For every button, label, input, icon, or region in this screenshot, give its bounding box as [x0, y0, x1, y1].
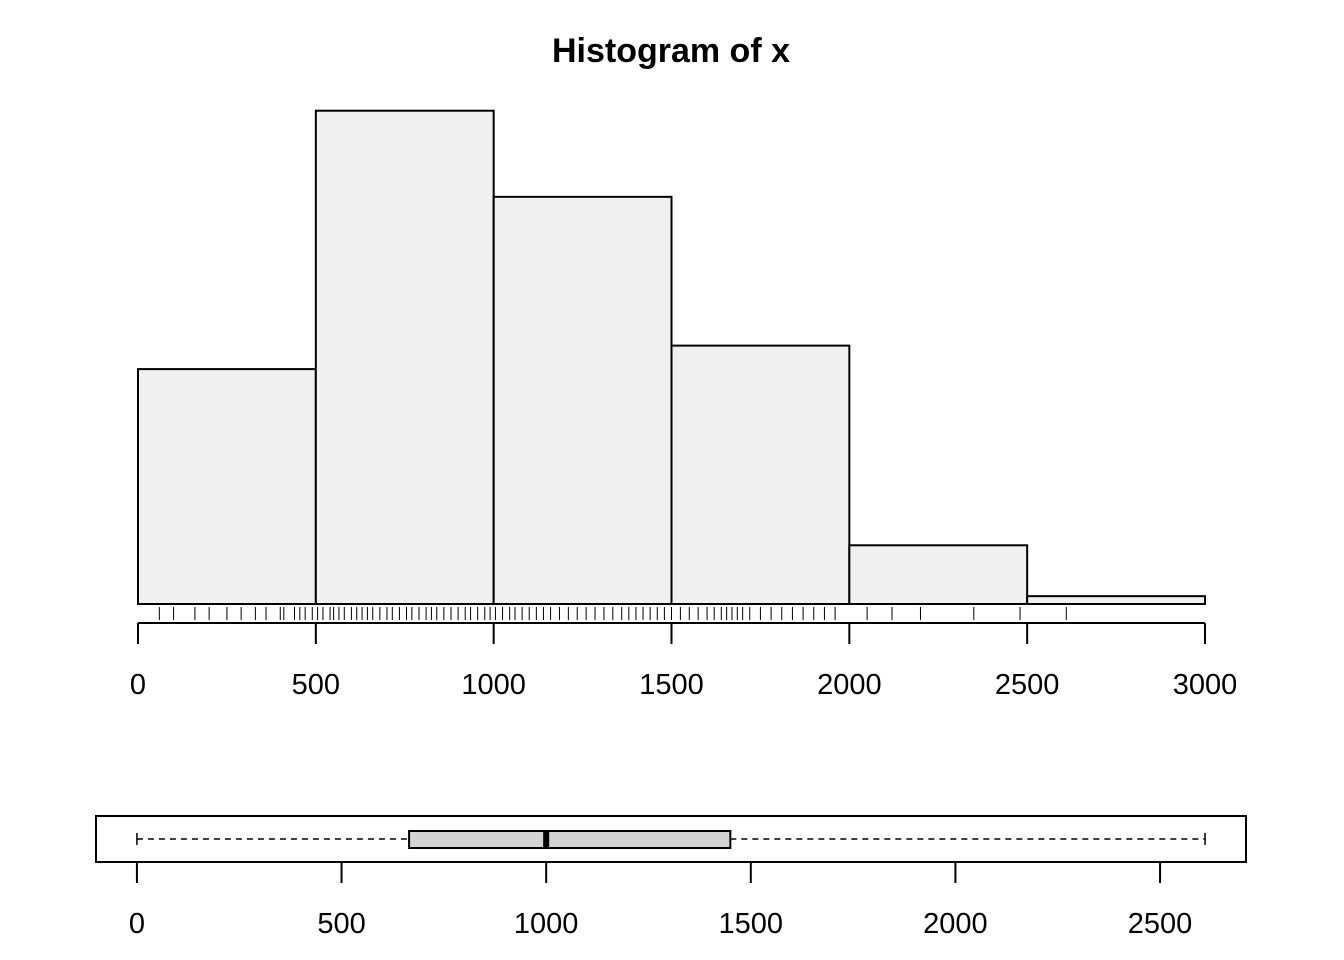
histogram-tick-label: 2000 — [817, 669, 882, 701]
histogram-tick-label: 2500 — [995, 669, 1060, 701]
boxplot-tick-label: 0 — [129, 908, 145, 940]
chart-title: Histogram of x — [552, 32, 790, 70]
histogram-bar-3 — [670, 344, 851, 605]
histogram-bar-5 — [1026, 595, 1206, 605]
histogram-bar-1 — [314, 109, 495, 606]
histogram-bar-0 — [137, 368, 317, 605]
histogram-tick-label: 0 — [130, 669, 146, 701]
boxplot-box — [408, 830, 732, 849]
histogram-tick-label: 500 — [292, 669, 340, 701]
histogram-bar-2 — [492, 195, 673, 605]
boxplot-tick-label: 2000 — [923, 908, 988, 940]
boxplot-x-axis: 0 500 1000 1500 2000 2500 — [129, 862, 1192, 940]
histogram-x-axis: 0 500 1000 1500 2000 2500 3000 — [130, 622, 1238, 701]
histogram-tick-label: 1500 — [639, 669, 704, 701]
boxplot-tick-label: 2500 — [1128, 908, 1193, 940]
histogram-tick-label: 3000 — [1173, 669, 1238, 701]
histogram-tick-label: 1000 — [461, 669, 526, 701]
rug-marks — [158, 607, 1067, 620]
boxplot — [95, 815, 1247, 863]
histogram-bar-4 — [848, 544, 1029, 606]
histogram-bars — [137, 109, 1206, 606]
boxplot-tick-label: 1500 — [719, 908, 784, 940]
boxplot-tick-label: 1000 — [514, 908, 579, 940]
boxplot-tick-label: 500 — [317, 908, 365, 940]
